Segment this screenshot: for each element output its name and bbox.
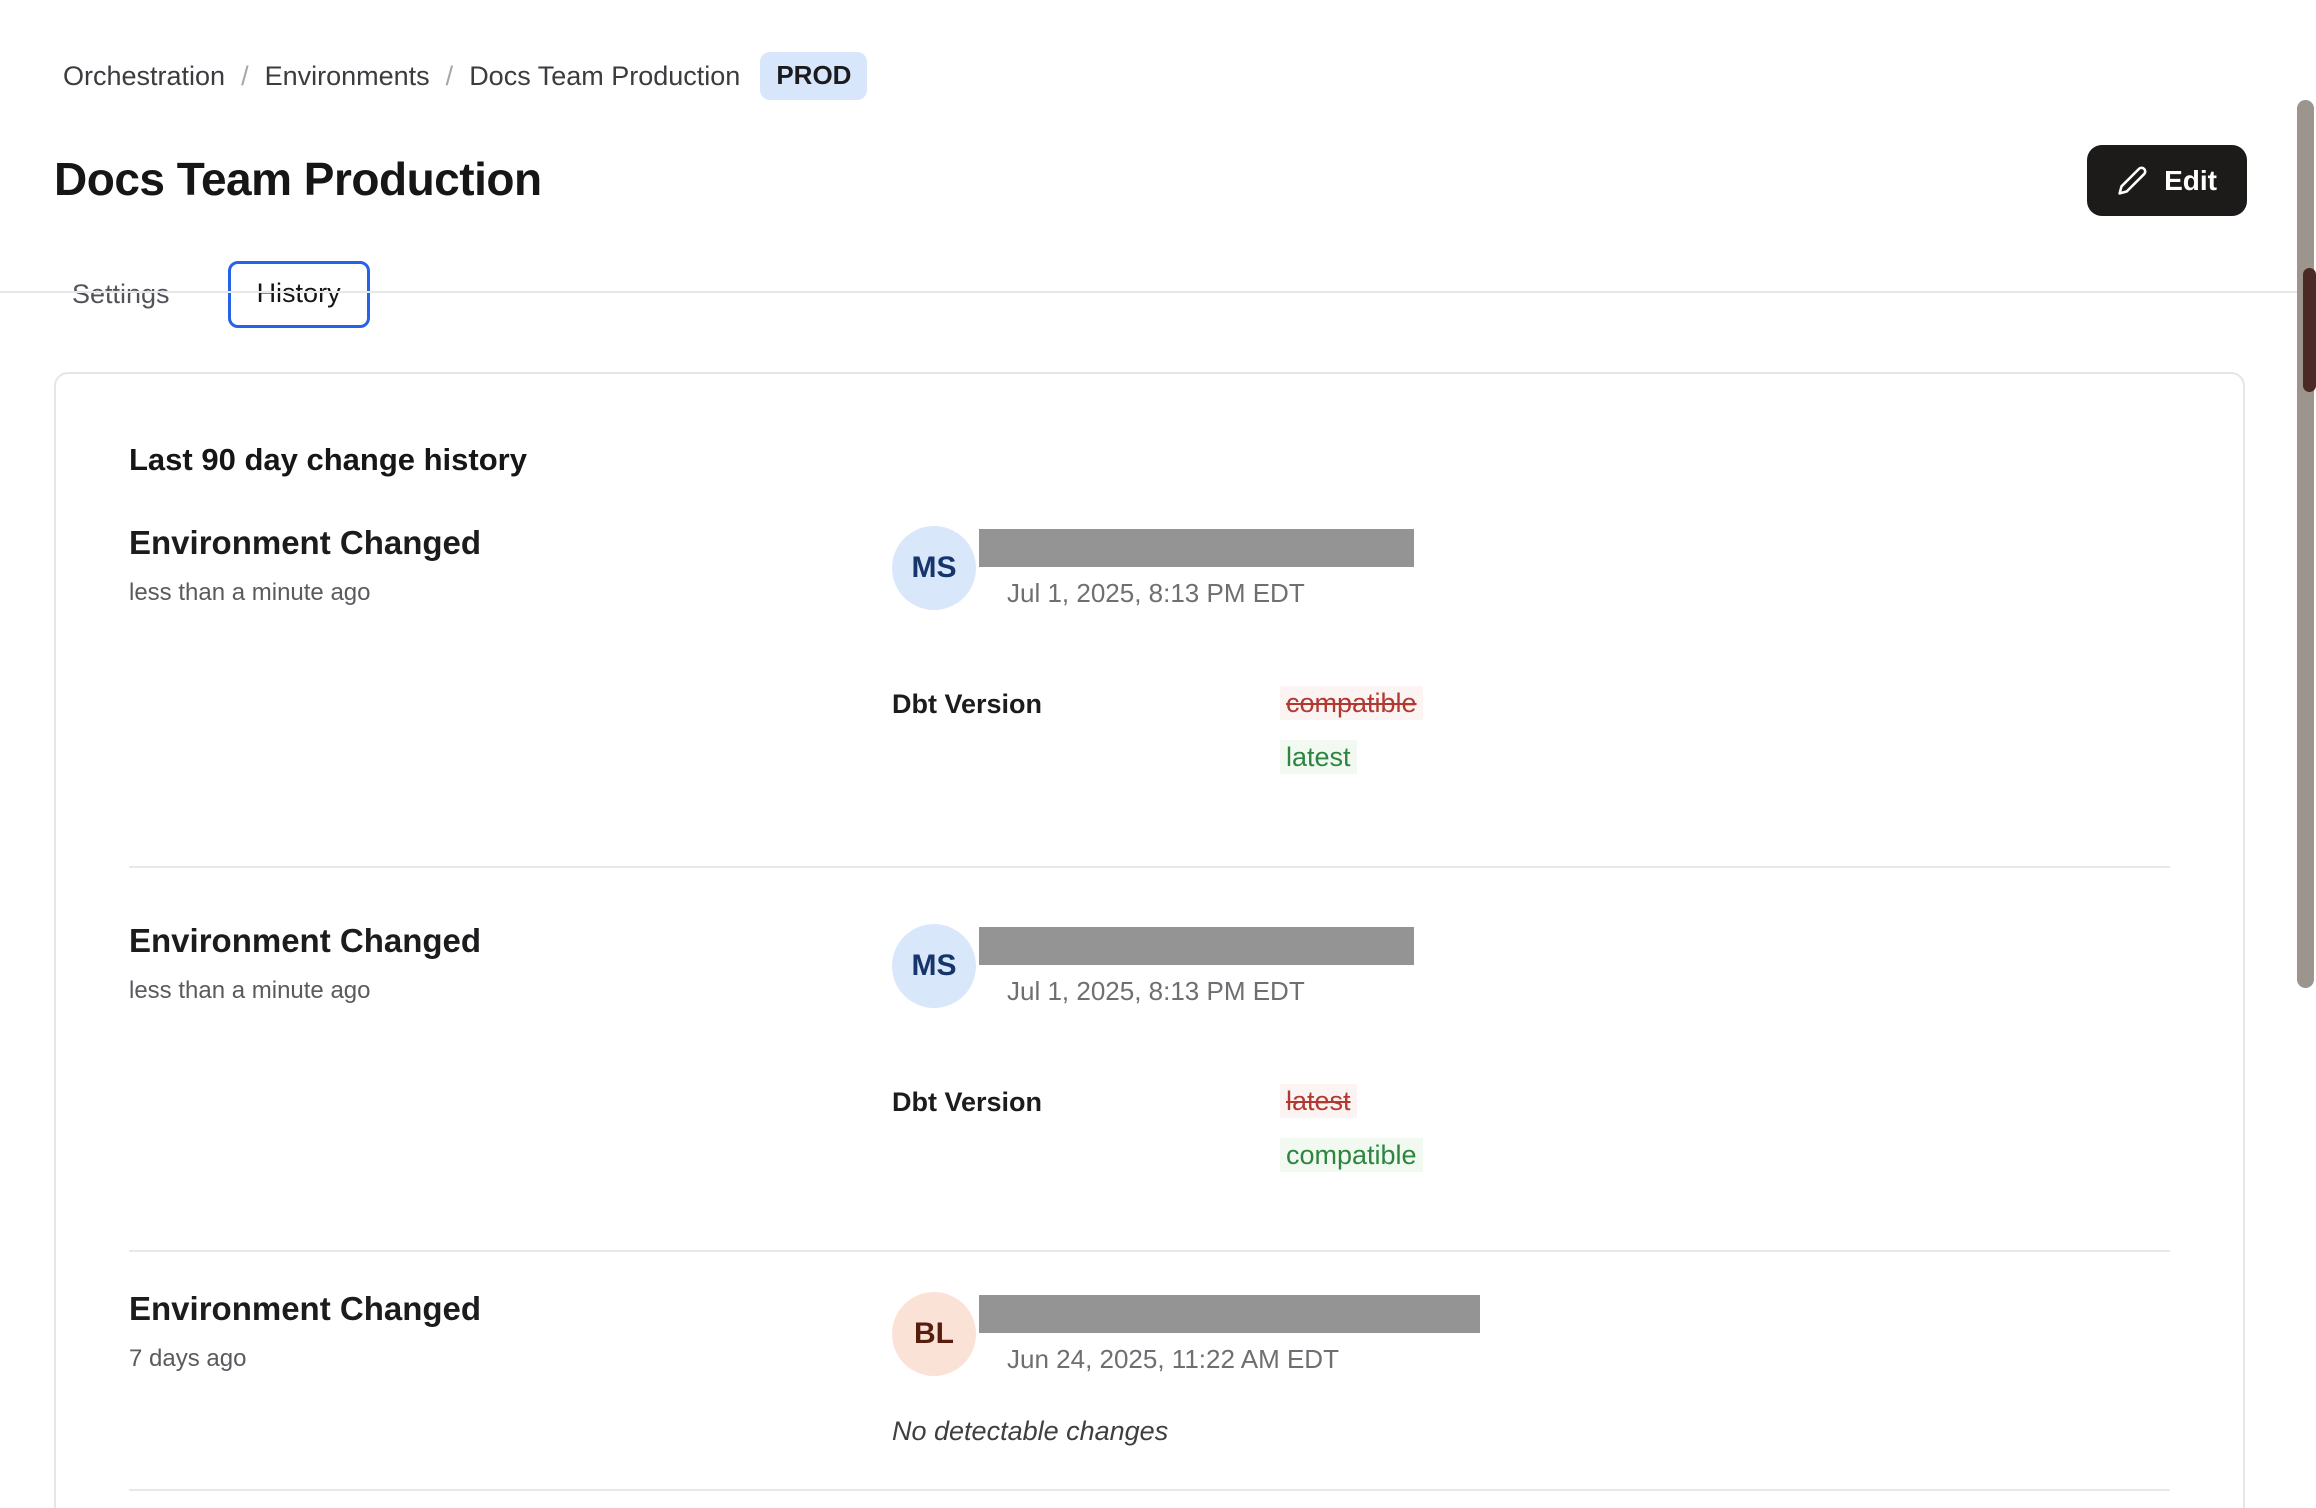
change-field-label: Dbt Version [892, 1087, 1043, 1117]
history-card: Last 90 day change history Environment C… [54, 372, 2245, 1508]
tab-bar-underline [0, 291, 2316, 293]
entry-time-ago: less than a minute ago [129, 579, 371, 606]
user-avatar: MS [892, 924, 976, 1008]
entry-time-ago: less than a minute ago [129, 977, 371, 1004]
breadcrumb-item-current[interactable]: Docs Team Production [469, 61, 741, 91]
entry-timestamp: Jul 1, 2025, 8:13 PM EDT [1007, 976, 1305, 1006]
entry-title: Environment Changed [129, 922, 482, 959]
new-value: latest [1280, 740, 1357, 774]
tab-settings[interactable]: Settings [72, 279, 170, 309]
scrollbar-thumb-outer[interactable] [2297, 100, 2314, 988]
history-entry: Environment Changed 7 days ago BL Jun 24… [129, 1252, 2170, 1491]
old-value: latest [1280, 1084, 1357, 1118]
prod-badge: PROD [760, 52, 868, 100]
breadcrumb-separator: / [241, 61, 249, 91]
history-entry: Environment Changed less than a minute a… [129, 868, 2170, 1252]
entry-timestamp: Jun 24, 2025, 11:22 AM EDT [1007, 1344, 1339, 1374]
change-field-label: Dbt Version [892, 689, 1043, 719]
breadcrumb-item-environments[interactable]: Environments [264, 61, 430, 91]
user-avatar: MS [892, 526, 976, 610]
history-entry: Environment Changed [129, 1491, 2170, 1508]
breadcrumb-separator: / [445, 61, 454, 91]
redacted-username-bar [979, 529, 1414, 567]
edit-button[interactable]: Edit [2087, 145, 2247, 216]
tab-bar: Settings History [0, 260, 2316, 329]
redacted-username-bar [979, 1295, 1480, 1333]
tab-history[interactable]: History [227, 261, 370, 328]
entry-title: Environment Changed [129, 524, 482, 561]
breadcrumb-item-orchestration[interactable]: Orchestration [63, 61, 226, 91]
user-avatar: BL [892, 1292, 976, 1376]
scrollbar-thumb-inner[interactable] [2303, 268, 2316, 392]
edit-button-label: Edit [2164, 164, 2217, 196]
redacted-username-bar [979, 927, 1414, 965]
card-title: Last 90 day change history [129, 442, 527, 477]
new-value: compatible [1280, 1138, 1423, 1172]
entry-title: Environment Changed [129, 1290, 482, 1327]
old-value: compatible [1280, 686, 1423, 720]
entry-time-ago: 7 days ago [129, 1345, 247, 1372]
page-title: Docs Team Production [54, 153, 542, 205]
no-changes-text: No detectable changes [892, 1416, 1169, 1446]
pencil-icon [2117, 165, 2148, 196]
entry-timestamp: Jul 1, 2025, 8:13 PM EDT [1007, 578, 1305, 608]
history-entry: Environment Changed less than a minute a… [129, 524, 2170, 868]
breadcrumb: Orchestration / Environments / Docs Team… [0, 0, 2316, 100]
